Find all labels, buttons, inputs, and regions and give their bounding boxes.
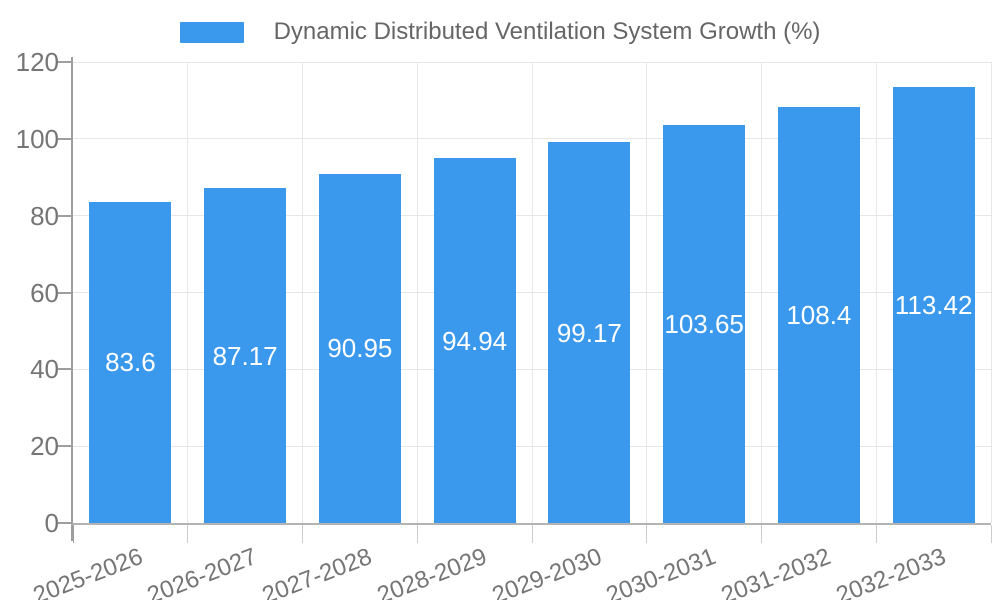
y-tick-label: 20 [30,431,59,462]
bar-value-label: 83.6 [105,347,156,378]
v-gridline [990,62,992,523]
v-gridline [761,62,762,523]
v-gridline [875,62,877,523]
bar-value-label: 113.42 [894,290,973,321]
legend-swatch[interactable] [179,21,244,43]
bar[interactable] [89,201,172,523]
legend: Dynamic Distributed Ventilation System G… [0,18,1000,46]
y-axis-tick [58,137,73,140]
y-axis-tick [58,291,73,294]
v-gridline [187,62,189,523]
x-category-label: 2027-2028 [258,543,376,600]
bar-value-label: 99.17 [556,317,622,348]
x-category-label: 2028-2029 [373,543,491,600]
v-gridline [531,62,533,523]
y-tick-label: 80 [30,200,59,231]
x-category-label: 2031-2032 [717,543,835,600]
v-gridline [302,62,303,523]
x-axis-tick [761,525,762,543]
x-axis-tick [187,525,189,543]
y-axis-tick [58,214,73,217]
x-axis-tick [990,525,992,543]
bar-value-label: 103.65 [664,308,744,339]
y-tick-label: 40 [30,354,59,385]
x-category-label: 2025-2026 [29,543,147,600]
bar[interactable] [433,158,516,523]
bar-value-label: 94.94 [442,325,508,356]
y-axis-tick [58,445,73,448]
bar[interactable] [663,124,746,523]
bar[interactable] [204,188,287,523]
x-axis-tick [875,525,877,543]
y-axis-tick [58,368,73,371]
x-axis-tick [646,525,648,543]
bar-value-label: 90.95 [327,333,393,364]
y-axis-line [71,57,73,541]
y-axis-tick [58,522,73,524]
bar[interactable] [548,142,631,523]
y-tick-label: 0 [44,508,59,538]
y-tick-label: 60 [30,277,59,308]
bar[interactable] [777,106,860,523]
x-axis-tick [72,525,74,543]
x-category-label: 2032-2033 [832,543,950,600]
bar[interactable] [318,173,401,523]
legend-label[interactable]: Dynamic Distributed Ventilation System G… [273,18,821,45]
y-tick-label: 120 [15,47,59,77]
x-category-label: 2029-2030 [488,543,606,600]
y-axis-tick [58,61,73,63]
x-axis-tick [531,525,533,543]
x-axis-tick [302,525,303,543]
x-axis-tick [416,525,418,543]
bar-value-label: 87.17 [212,340,278,371]
v-gridline [646,62,648,523]
x-category-label: 2030-2031 [602,543,720,600]
x-category-label: 2026-2027 [143,543,261,600]
y-tick-label: 100 [15,123,59,154]
v-gridline [416,62,418,523]
x-axis-line [71,523,991,525]
bar[interactable] [892,87,975,523]
bar-value-label: 108.4 [786,299,852,330]
plot-area: 0 20 40 60 80 100 120 83.6 2025-2026 87.17 2026-20… [16,47,992,600]
